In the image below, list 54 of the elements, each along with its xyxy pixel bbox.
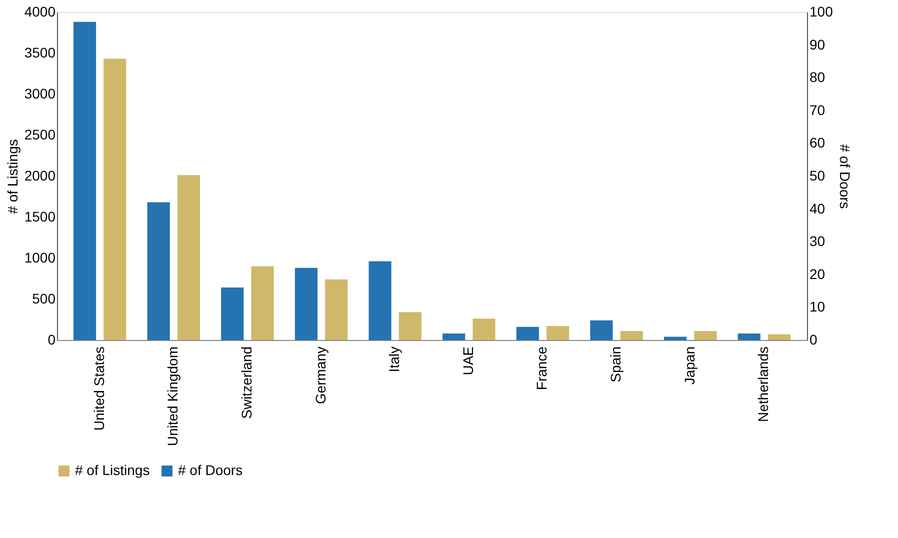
bar [177, 175, 200, 340]
bar [664, 336, 687, 340]
bar [221, 288, 244, 340]
y2-tick-label: 70 [810, 102, 826, 118]
x-tick-label: Spain [608, 346, 624, 382]
y-axis-title: # of Listings [4, 139, 20, 214]
bar [768, 334, 791, 340]
x-tick-label: UAE [460, 346, 476, 376]
x-tick-label: United States [90, 346, 107, 431]
y2-tick-label: 50 [810, 168, 826, 184]
bar [590, 320, 613, 340]
bar [104, 58, 126, 340]
x-tick-label: Italy [386, 346, 402, 372]
x-tick-label: Switzerland [238, 346, 254, 419]
x-tick-label: United Kingdom [164, 346, 181, 446]
bar [516, 326, 539, 340]
y-tick-label: 2500 [24, 126, 56, 142]
bar [738, 333, 760, 340]
y2-axis-title: # of Doors [836, 144, 853, 209]
bar [294, 268, 318, 340]
x-tick-label: Japan [681, 346, 698, 385]
y2-tick-label: 100 [810, 4, 834, 20]
bar [398, 312, 422, 340]
y-tick-label: 1000 [24, 250, 56, 266]
bar [694, 330, 717, 340]
x-tick-label: Netherlands [755, 346, 772, 422]
bar [546, 326, 570, 340]
y-tick-label: 4000 [24, 4, 56, 20]
y2-tick-label: 0 [810, 332, 818, 348]
bar [368, 261, 392, 340]
y2-tick-label: 20 [810, 266, 826, 282]
x-tick-label: Germany [312, 346, 328, 404]
bar [620, 330, 643, 340]
y-tick-label: 3500 [24, 44, 56, 60]
y2-tick-label: 60 [810, 134, 826, 151]
legend-label: # of Doors [178, 462, 243, 478]
y-tick-label: 500 [32, 290, 56, 306]
legend-label: # of Listings [75, 462, 150, 478]
bar [325, 279, 348, 340]
bar [73, 22, 96, 340]
y-tick-label: 2000 [24, 168, 56, 184]
bar [251, 266, 274, 340]
y2-tick-label: 40 [810, 200, 826, 216]
y-tick-label: 3000 [24, 86, 56, 102]
y2-tick-label: 10 [810, 298, 826, 315]
bar [147, 202, 170, 340]
bar [472, 318, 496, 340]
y2-tick-label: 90 [810, 36, 826, 52]
y2-tick-label: 80 [810, 69, 826, 86]
y-tick-label: 1500 [24, 208, 56, 224]
x-tick-label: France [534, 346, 550, 390]
y-tick-label: 0 [48, 332, 56, 348]
y2-tick-label: 30 [810, 233, 826, 250]
bar [442, 333, 466, 340]
